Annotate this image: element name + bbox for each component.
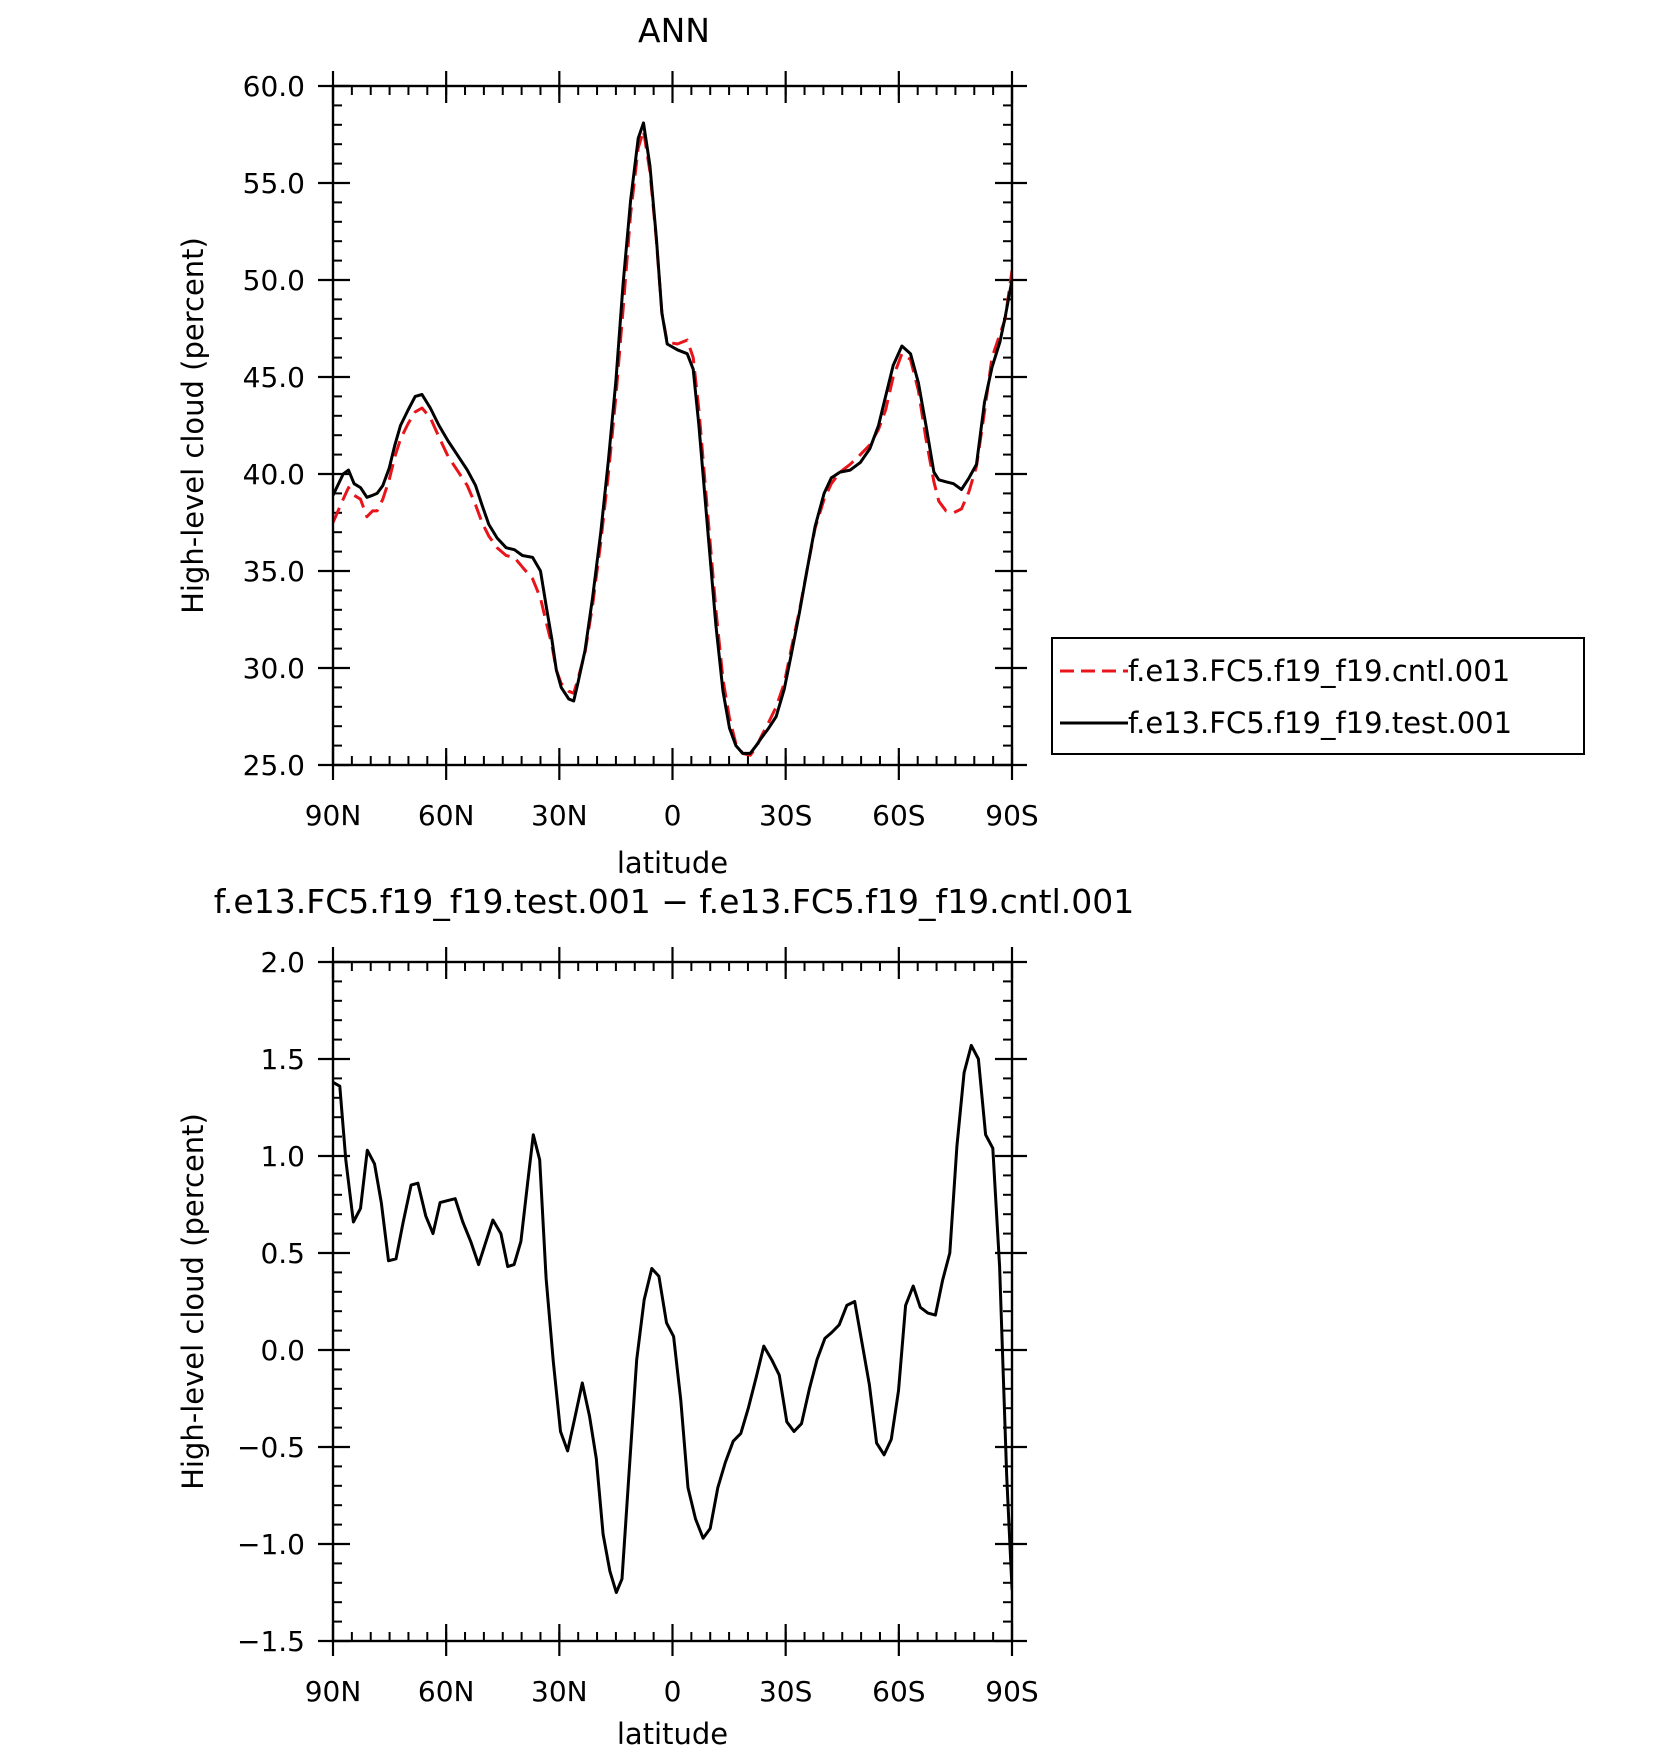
x-tick-label: 0 (664, 799, 682, 832)
y-tick-label: 60.0 (243, 70, 305, 103)
series-line-test (333, 121, 1012, 755)
series-line-test (333, 1043, 1012, 1596)
x-tick-label: 0 (664, 1675, 682, 1708)
y-tick-label: 1.0 (260, 1140, 305, 1173)
x-tick-label: 30N (531, 799, 588, 832)
y-tick-label: 35.0 (243, 555, 305, 588)
y-tick-label: −0.5 (237, 1431, 305, 1464)
y-tick-label: 40.0 (243, 458, 305, 491)
top-panel-annual-mean: ANN 90N 60N 30N 0 30S 60S 90S 25.0 30.0 35.0 40.0 45… (176, 11, 1585, 880)
x-tick-label: 90S (985, 1675, 1038, 1708)
x-axis-label: latitude (617, 846, 728, 880)
series-line-cntl (333, 129, 1012, 757)
plot-frame (331, 84, 1014, 767)
legend-box (1051, 637, 1585, 755)
x-tick-label: 90S (985, 799, 1038, 832)
chart-title: ANN (638, 11, 710, 50)
y-tick-label: −1.0 (237, 1528, 305, 1561)
plot-frame (331, 960, 1014, 1643)
y-tick-label: 25.0 (243, 749, 305, 782)
y-tick-label: 55.0 (243, 167, 305, 200)
x-tick-label: 60S (872, 799, 925, 832)
x-tick-label: 60N (418, 799, 475, 832)
y-tick-label: −1.5 (237, 1625, 305, 1658)
legend-label: f.e13.FC5.f19_f19.test.001 (1128, 706, 1512, 740)
x-tick-label: 90N (305, 799, 362, 832)
legend: f.e13.FC5.f19_f19.cntl.001 f.e13.FC5.f19_… (1051, 637, 1585, 755)
y-axis-label: High-level cloud (percent) (176, 237, 210, 614)
y-tick-label: 50.0 (243, 264, 305, 297)
bottom-panel-difference: f.e13.FC5.f19_f19.test.001 − f.e13.FC5.f… (176, 882, 1134, 1747)
y-tick-label: 30.0 (243, 652, 305, 685)
x-tick-label: 30N (531, 1675, 588, 1708)
x-tick-label: 90N (305, 1675, 362, 1708)
x-axis-label: latitude (617, 1717, 728, 1747)
x-tick-label: 30S (759, 1675, 812, 1708)
y-tick-label: 0.0 (260, 1334, 305, 1367)
legend-label: f.e13.FC5.f19_f19.cntl.001 (1128, 654, 1510, 688)
x-tick-label: 30S (759, 799, 812, 832)
y-tick-label: 2.0 (260, 946, 305, 979)
chart-title: f.e13.FC5.f19_f19.test.001 − f.e13.FC5.f… (214, 882, 1135, 921)
y-tick-label: 0.5 (260, 1237, 305, 1270)
x-tick-label: 60S (872, 1675, 925, 1708)
y-tick-label: 1.5 (260, 1043, 305, 1076)
x-tick-label: 60N (418, 1675, 475, 1708)
y-tick-label: 45.0 (243, 361, 305, 394)
y-axis-label: High-level cloud (percent) (176, 1113, 210, 1490)
